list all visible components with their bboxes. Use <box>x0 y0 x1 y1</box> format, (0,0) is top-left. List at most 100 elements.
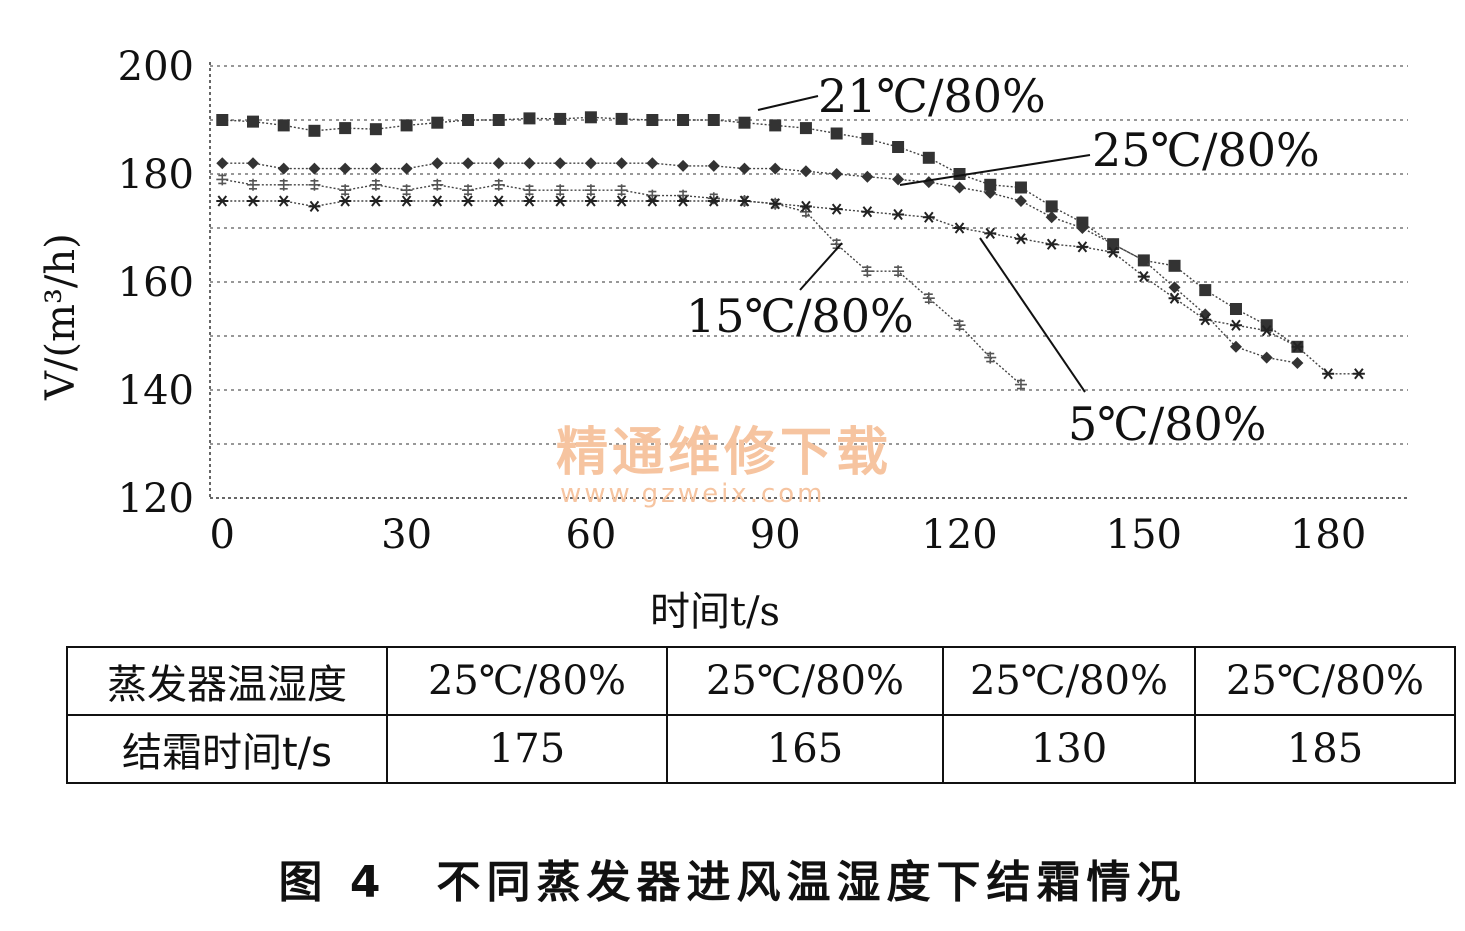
data-point <box>308 200 321 213</box>
data-point <box>1199 284 1212 297</box>
callouts: 21℃/80% 25℃/80% 15℃/80% 5℃/80% <box>686 69 1320 451</box>
data-point <box>1260 351 1273 364</box>
table-cell: 185 <box>1194 714 1456 784</box>
series-path <box>222 200 1359 375</box>
data-point <box>677 195 690 207</box>
callout-line <box>979 237 1086 393</box>
data-point <box>247 195 260 207</box>
callout-line <box>799 242 843 291</box>
callout-line <box>899 154 1091 186</box>
data-point <box>799 165 812 178</box>
data-point <box>1322 368 1335 380</box>
data-point <box>554 195 567 207</box>
x-axis-label: 时间t/s <box>650 589 780 635</box>
data-point <box>1291 341 1304 353</box>
data-point <box>677 189 690 202</box>
data-point <box>308 178 321 191</box>
series-annotation: 15℃/80% <box>686 289 914 343</box>
data-point <box>339 162 352 175</box>
data-point <box>1168 292 1181 304</box>
table-cell: 130 <box>942 714 1196 784</box>
data-point <box>216 195 229 207</box>
table-cell: 175 <box>386 714 668 784</box>
series-annotation: 21℃/80% <box>818 69 1046 123</box>
data-point <box>308 124 321 137</box>
data-point <box>492 195 505 207</box>
data-point <box>1352 368 1365 380</box>
data-point <box>953 222 966 234</box>
data-point <box>769 162 782 175</box>
data-point <box>892 141 905 153</box>
data-point <box>1168 281 1181 294</box>
data-point <box>1014 195 1027 207</box>
frost-time-table: 蒸发器温湿度 25℃/80% 25℃/80% 25℃/80% 25℃/80% 结… <box>66 646 1456 784</box>
data-point <box>369 195 382 207</box>
data-point <box>462 114 475 126</box>
data-point <box>584 111 597 124</box>
data-point <box>277 178 290 191</box>
table-cell: 165 <box>666 714 944 784</box>
axes <box>209 62 1408 499</box>
data-point <box>369 178 382 191</box>
x-tick-label: 90 <box>750 512 801 558</box>
data-point <box>738 162 751 175</box>
series-annotation: 25℃/80% <box>1092 123 1320 177</box>
series-group <box>216 111 1365 391</box>
x-tick-label: 30 <box>381 512 432 558</box>
data-point <box>431 116 444 129</box>
y-tick-label: 180 <box>118 152 194 198</box>
data-point <box>523 112 536 125</box>
data-point <box>1045 238 1058 250</box>
data-point <box>892 208 905 221</box>
data-point <box>431 157 444 170</box>
table-cell: 蒸发器温湿度 <box>66 646 388 716</box>
x-tick-label: 60 <box>565 512 616 558</box>
data-point <box>492 178 505 191</box>
data-point <box>799 200 812 213</box>
data-point <box>769 119 782 132</box>
data-point <box>247 115 260 128</box>
data-point <box>462 184 475 197</box>
data-point <box>1076 222 1089 234</box>
data-point <box>738 195 751 207</box>
data-point <box>953 319 966 332</box>
data-point <box>892 265 905 278</box>
data-point <box>400 184 413 197</box>
y-tick-label: 120 <box>118 476 194 522</box>
data-point <box>830 127 843 140</box>
tick-labels: 120 140 160 180 200 0 30 60 90 120 150 180 <box>118 44 1367 558</box>
data-point <box>830 238 843 251</box>
data-point <box>1137 254 1150 267</box>
data-point <box>1014 181 1027 194</box>
data-point <box>523 184 536 197</box>
x-tick-label: 150 <box>1106 512 1182 558</box>
data-point <box>861 170 874 183</box>
table-row: 蒸发器温湿度 25℃/80% 25℃/80% 25℃/80% 25℃/80% <box>66 646 1456 716</box>
callout-line <box>757 95 819 111</box>
data-point <box>277 162 290 175</box>
data-point <box>523 195 536 207</box>
data-point <box>615 184 628 197</box>
data-point <box>400 162 413 175</box>
data-point <box>492 114 505 126</box>
y-tick-label: 140 <box>118 368 194 414</box>
data-point <box>646 157 659 170</box>
data-point <box>431 195 444 207</box>
watermark-url: www.gzweix.com <box>560 479 826 509</box>
data-point <box>799 205 812 218</box>
data-point <box>492 157 505 170</box>
table-cell: 25℃/80% <box>1194 646 1456 716</box>
y-tick-label: 200 <box>118 44 194 90</box>
data-point <box>922 151 935 164</box>
data-point <box>984 186 997 199</box>
data-point <box>646 114 659 126</box>
data-point <box>677 159 690 172</box>
data-point <box>277 119 290 132</box>
data-point <box>1168 259 1181 272</box>
data-point <box>861 132 874 145</box>
data-point <box>707 195 720 207</box>
data-point <box>769 198 782 210</box>
data-point <box>1107 246 1120 258</box>
data-point <box>1137 270 1150 283</box>
